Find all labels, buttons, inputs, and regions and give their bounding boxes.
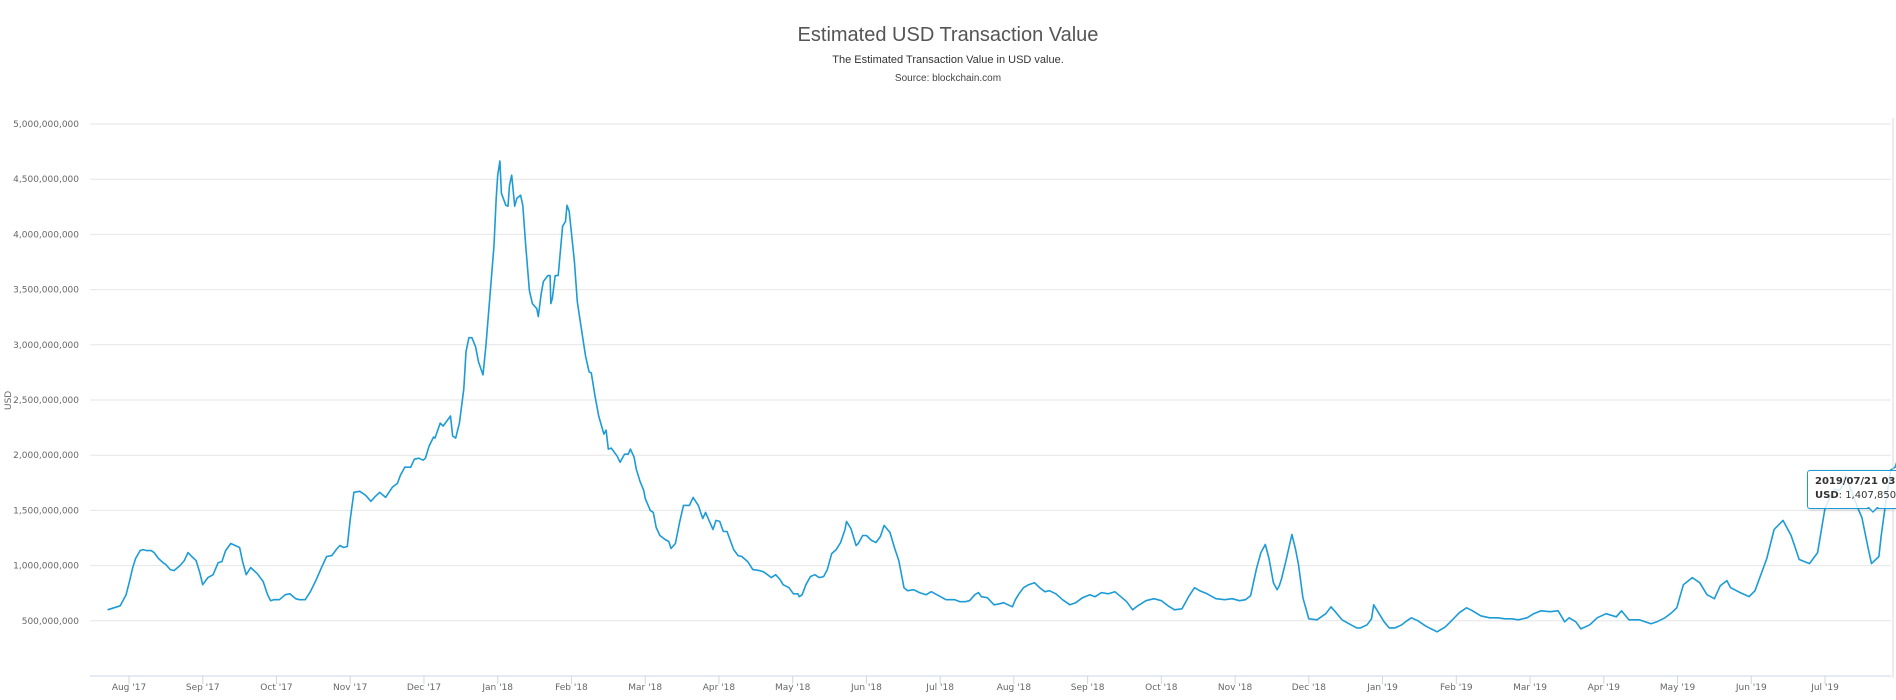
x-axis-labels: Aug '17 Sep '17 Oct '17 Nov '17 Dec '17 Jan '… (112, 676, 1839, 693)
x-tick-label: Dec '17 (407, 683, 441, 693)
x-tick-label: Feb '18 (555, 683, 588, 693)
tooltip-value: 1,407,850,2 (1845, 490, 1896, 501)
y-tick-label: 2,000,000,000 (13, 451, 79, 461)
chart-subtitle: The Estimated Transaction Value in USD v… (832, 54, 1064, 66)
y-tick-label: 4,000,000,000 (13, 230, 79, 240)
x-tick-label: Aug '17 (112, 683, 146, 693)
y-tick-label: 3,000,000,000 (13, 341, 79, 351)
y-tick-label: 4,500,000,000 (13, 175, 79, 185)
y-axis-title: USD (4, 391, 14, 410)
y-axis-labels: 500,000,000 1,000,000,000 1,500,000,000 2,0… (13, 120, 79, 627)
chart-title: Estimated USD Transaction Value (797, 24, 1099, 46)
tooltip: 2019/07/21 03:0 USD: 1,407,850,2 (1807, 470, 1896, 509)
y-tick-label: 3,500,000,000 (13, 286, 79, 296)
x-tick-label: Oct '17 (260, 683, 292, 693)
x-tick-label: Dec '18 (1292, 683, 1326, 693)
x-tick-label: Jun '18 (850, 683, 882, 693)
gridlines (90, 123, 1891, 622)
x-tick-label: Sep '17 (186, 683, 220, 693)
y-tick-label: 500,000,000 (22, 617, 80, 627)
usd-series-line[interactable] (107, 160, 1896, 633)
tooltip-value-row: USD: 1,407,850,2 (1815, 490, 1896, 501)
x-tick-label: Jan '19 (1366, 683, 1398, 693)
y-tick-label: 2,500,000,000 (13, 396, 79, 406)
x-tick-label: Nov '17 (333, 683, 367, 693)
y-tick-label: 1,000,000,000 (13, 562, 79, 572)
chart-source: Source: blockchain.com (894, 73, 1002, 84)
x-tick-label: Jun '19 (1735, 683, 1767, 693)
x-tick-label: Sep '18 (1071, 683, 1105, 693)
x-tick-label: Apr '18 (703, 683, 736, 693)
y-tick-label: 5,000,000,000 (13, 120, 79, 130)
x-tick-label: Feb '19 (1440, 683, 1473, 693)
x-tick-label: Jul '19 (1810, 683, 1839, 693)
x-tick-label: May '18 (775, 683, 811, 693)
x-tick-label: May '19 (1660, 683, 1696, 693)
tooltip-series-label: USD (1815, 490, 1839, 501)
tooltip-pointer (1867, 506, 1879, 513)
x-tick-label: Nov '18 (1218, 683, 1253, 693)
x-tick-label: Apr '19 (1588, 683, 1621, 693)
x-tick-label: Aug '18 (997, 683, 1032, 693)
tooltip-date: 2019/07/21 03:0 (1815, 476, 1896, 487)
x-tick-label: Mar '18 (628, 683, 662, 693)
x-tick-label: Oct '18 (1145, 683, 1178, 693)
x-tick-label: Jul '18 (925, 683, 954, 693)
y-tick-label: 1,500,000,000 (13, 506, 79, 516)
x-tick-label: Jan '18 (481, 683, 513, 693)
x-tick-label: Mar '19 (1513, 683, 1547, 693)
